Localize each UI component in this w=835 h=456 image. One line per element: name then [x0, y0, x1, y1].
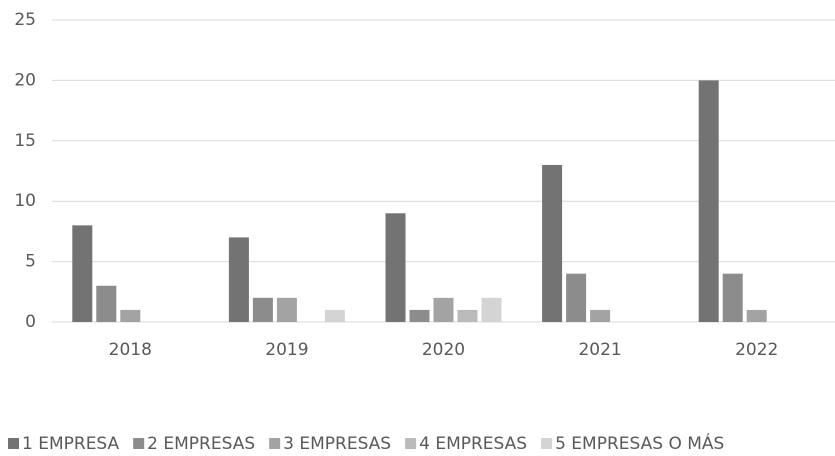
- y-tick-label: 0: [25, 312, 36, 332]
- bar: [542, 164, 563, 322]
- legend-swatch: [269, 438, 281, 449]
- x-tick-label: 2022: [735, 340, 778, 360]
- legend-label: 5 EMPRESAS O MÁS: [555, 432, 724, 454]
- bar: [409, 309, 430, 322]
- bar: [566, 273, 587, 322]
- x-tick-label: 2018: [109, 340, 152, 360]
- x-tick-label: 2020: [422, 340, 465, 360]
- legend-swatch: [133, 438, 145, 449]
- legend-label: 4 EMPRESAS: [419, 434, 527, 454]
- legend-swatch: [405, 438, 417, 449]
- bar: [481, 297, 502, 322]
- y-tick-label: 15: [14, 131, 36, 151]
- legend-label: 2 EMPRESAS: [147, 434, 255, 454]
- legend-label: 3 EMPRESAS: [283, 434, 391, 454]
- y-tick-label: 5: [25, 252, 36, 272]
- bar: [252, 297, 273, 322]
- bar: [72, 225, 93, 322]
- bar: [96, 285, 117, 322]
- bar: [698, 80, 719, 323]
- bar: [590, 309, 611, 322]
- y-tick-label: 20: [14, 70, 36, 90]
- x-tick-label: 2021: [578, 340, 621, 360]
- y-tick-label: 25: [14, 10, 36, 30]
- bar: [228, 237, 249, 322]
- legend-label: 1 EMPRESA: [22, 434, 120, 454]
- bar: [457, 309, 478, 322]
- legend-swatch: [541, 438, 553, 449]
- bar: [120, 309, 141, 322]
- bar: [276, 297, 297, 322]
- y-tick-label: 10: [14, 191, 36, 211]
- bar: [746, 309, 767, 322]
- x-tick-label: 2019: [265, 340, 308, 360]
- bar: [722, 273, 743, 322]
- legend-swatch: [8, 438, 19, 449]
- bar: [324, 309, 345, 322]
- bar: [385, 213, 406, 322]
- bar: [433, 297, 454, 322]
